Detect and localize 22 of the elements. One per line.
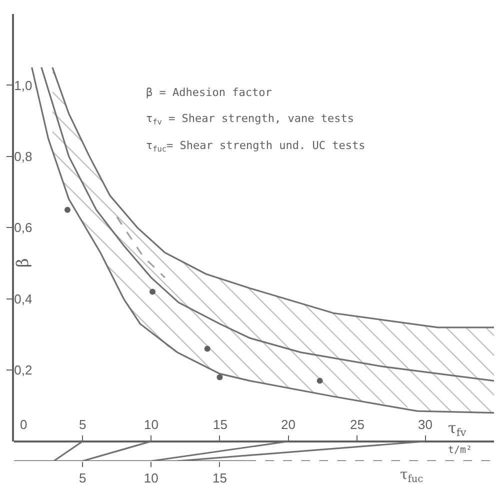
y-tick-label: 0,4: [14, 291, 32, 306]
y-tick-label: 0,8: [14, 149, 32, 164]
x-axis-title: τ$_{fv}$: [448, 419, 466, 440]
y-axis-title: β: [12, 258, 32, 268]
x-tick-label: 30: [418, 417, 432, 432]
x-tick-label: 20: [281, 417, 296, 432]
annotation: τ$_{fv}$ = Shear strength, vane tests: [146, 112, 354, 126]
annotation: t/m²: [448, 445, 472, 456]
x-tick-label: 10: [144, 470, 158, 486]
x-tick-label: 15: [212, 470, 227, 486]
y-tick-label: 1,0: [14, 78, 32, 93]
x-tick-label: 5: [78, 470, 86, 486]
x-tick-label: 10: [144, 417, 158, 432]
y-tick-label: 0,6: [14, 220, 32, 236]
y-tick-label: 0,2: [14, 362, 32, 378]
x-tick-label: 15: [213, 417, 228, 432]
annotation: τ$_{fuc}$= Shear strength und. UC tests: [146, 139, 366, 154]
x-tick-label: 5: [79, 417, 86, 432]
x-tick-label: 0: [20, 417, 28, 432]
annotation: β = Adhesion factor: [146, 86, 272, 99]
x-axis-title: τ$_{fuc}$: [400, 467, 424, 485]
x-tick-label: 25: [350, 417, 364, 432]
